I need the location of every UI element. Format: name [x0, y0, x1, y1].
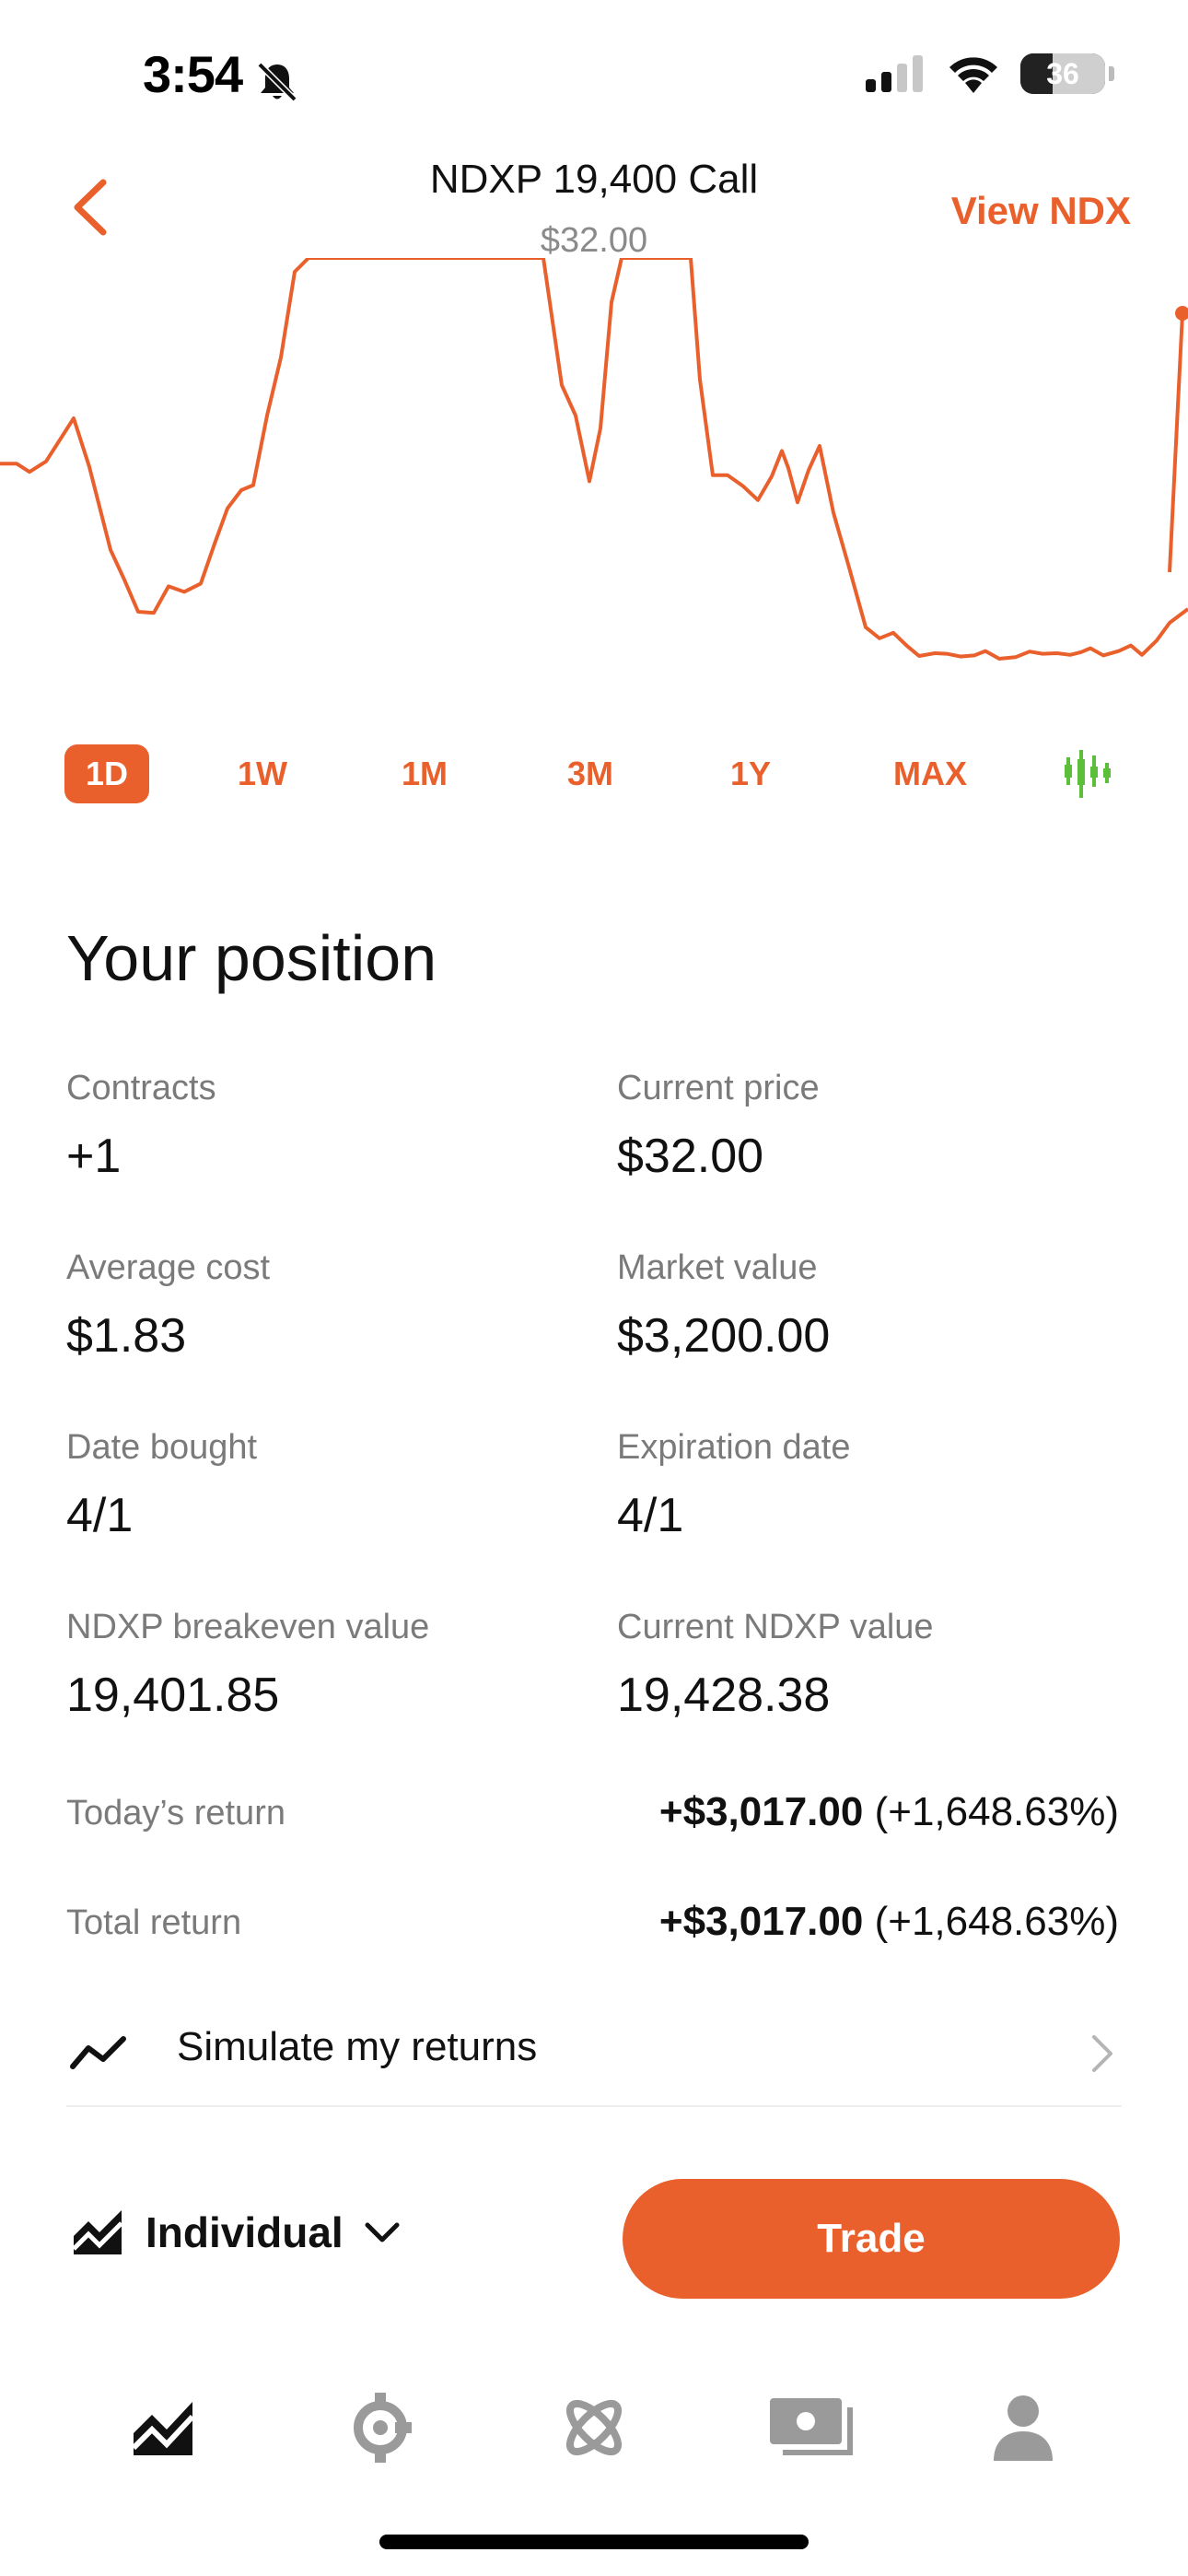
field-value-contracts: +1 — [66, 1130, 122, 1183]
silent-bell-icon — [257, 62, 297, 102]
account-selector[interactable]: Individual — [72, 2207, 401, 2258]
field-value-expiration-date: 4/1 — [617, 1489, 684, 1542]
field-label-market-value: Market value — [617, 1248, 818, 1287]
range-3m[interactable]: 3M — [566, 755, 613, 792]
chart-icon — [131, 2402, 195, 2455]
field-value-breakeven: 19,401.85 — [66, 1669, 280, 1722]
range-1d[interactable]: 1D — [64, 744, 149, 803]
status-indicators: 36 — [866, 53, 1114, 94]
account-label: Individual — [146, 2208, 344, 2256]
crypto-icon — [354, 2393, 412, 2463]
position-heading: Your position — [66, 922, 437, 994]
tab-cash[interactable] — [766, 2386, 858, 2469]
field-label-date-bought: Date bought — [66, 1428, 258, 1467]
field-label-expiration-date: Expiration date — [617, 1428, 851, 1467]
chart-line — [0, 258, 1188, 661]
trend-line-icon — [70, 2036, 126, 2069]
simulate-returns-label: Simulate my returns — [177, 2024, 538, 2069]
battery-icon: 36 — [1020, 53, 1105, 94]
signal-icon — [866, 55, 923, 92]
tab-investing[interactable] — [122, 2386, 204, 2469]
chart-final-rise — [1168, 312, 1184, 573]
field-label-current-price: Current price — [617, 1069, 820, 1107]
tab-crypto[interactable] — [339, 2386, 422, 2469]
range-1w[interactable]: 1W — [238, 755, 287, 792]
back-chevron-icon[interactable] — [64, 175, 120, 240]
candlestick-toggle-icon[interactable] — [1061, 744, 1112, 803]
range-1y[interactable]: 1Y — [729, 755, 772, 792]
field-label-current-ndxp: Current NDXP value — [617, 1608, 934, 1646]
field-label-contracts: Contracts — [66, 1069, 216, 1107]
field-value-current-ndxp: 19,428.38 — [617, 1669, 831, 1722]
status-time: 3:54 — [143, 45, 243, 103]
battery-tip — [1109, 66, 1114, 81]
field-label-average-cost: Average cost — [66, 1248, 271, 1287]
wifi-icon — [949, 57, 997, 93]
view-ndx-link[interactable]: View NDX — [950, 189, 1131, 232]
today-return-percent: (+1,648.63%) — [874, 1789, 1119, 1834]
today-return-label: Today’s return — [66, 1794, 285, 1832]
header-price: $32.00 — [540, 221, 648, 260]
today-return-amount: +$3,017.00 — [658, 1789, 864, 1834]
field-value-average-cost: $1.83 — [66, 1309, 187, 1363]
field-value-current-price: $32.00 — [617, 1130, 764, 1183]
tab-discover[interactable] — [553, 2386, 635, 2469]
person-icon — [994, 2395, 1053, 2461]
tab-account[interactable] — [982, 2386, 1065, 2469]
total-return-percent: (+1,648.63%) — [874, 1899, 1119, 1944]
page-title: NDXP 19,400 Call — [429, 157, 759, 202]
field-value-date-bought: 4/1 — [66, 1489, 134, 1542]
cash-icon — [770, 2398, 853, 2455]
field-label-breakeven: NDXP breakeven value — [66, 1608, 430, 1646]
chevron-down-icon — [365, 2222, 400, 2242]
trade-button[interactable]: Trade — [623, 2179, 1120, 2299]
account-chart-icon — [72, 2210, 123, 2254]
total-return-label: Total return — [66, 1903, 242, 1942]
tab-bar — [0, 2368, 1188, 2488]
range-max[interactable]: MAX — [893, 755, 967, 792]
simulate-returns-row[interactable]: Simulate my returns — [66, 2004, 1122, 2107]
today-return-value: +$3,017.00 (+1,648.63%) — [659, 1789, 1119, 1835]
range-1m[interactable]: 1M — [401, 755, 448, 792]
total-return-amount: +$3,017.00 — [658, 1899, 864, 1944]
price-chart[interactable] — [0, 258, 1188, 700]
chevron-right-icon — [1092, 2035, 1112, 2072]
home-indicator — [379, 2535, 809, 2549]
total-return-value: +$3,017.00 (+1,648.63%) — [659, 1899, 1119, 1945]
atom-icon — [566, 2400, 622, 2455]
time-range-tabs: 1D 1W 1M 3M 1Y MAX — [64, 744, 1124, 803]
field-value-market-value: $3,200.00 — [617, 1309, 831, 1363]
